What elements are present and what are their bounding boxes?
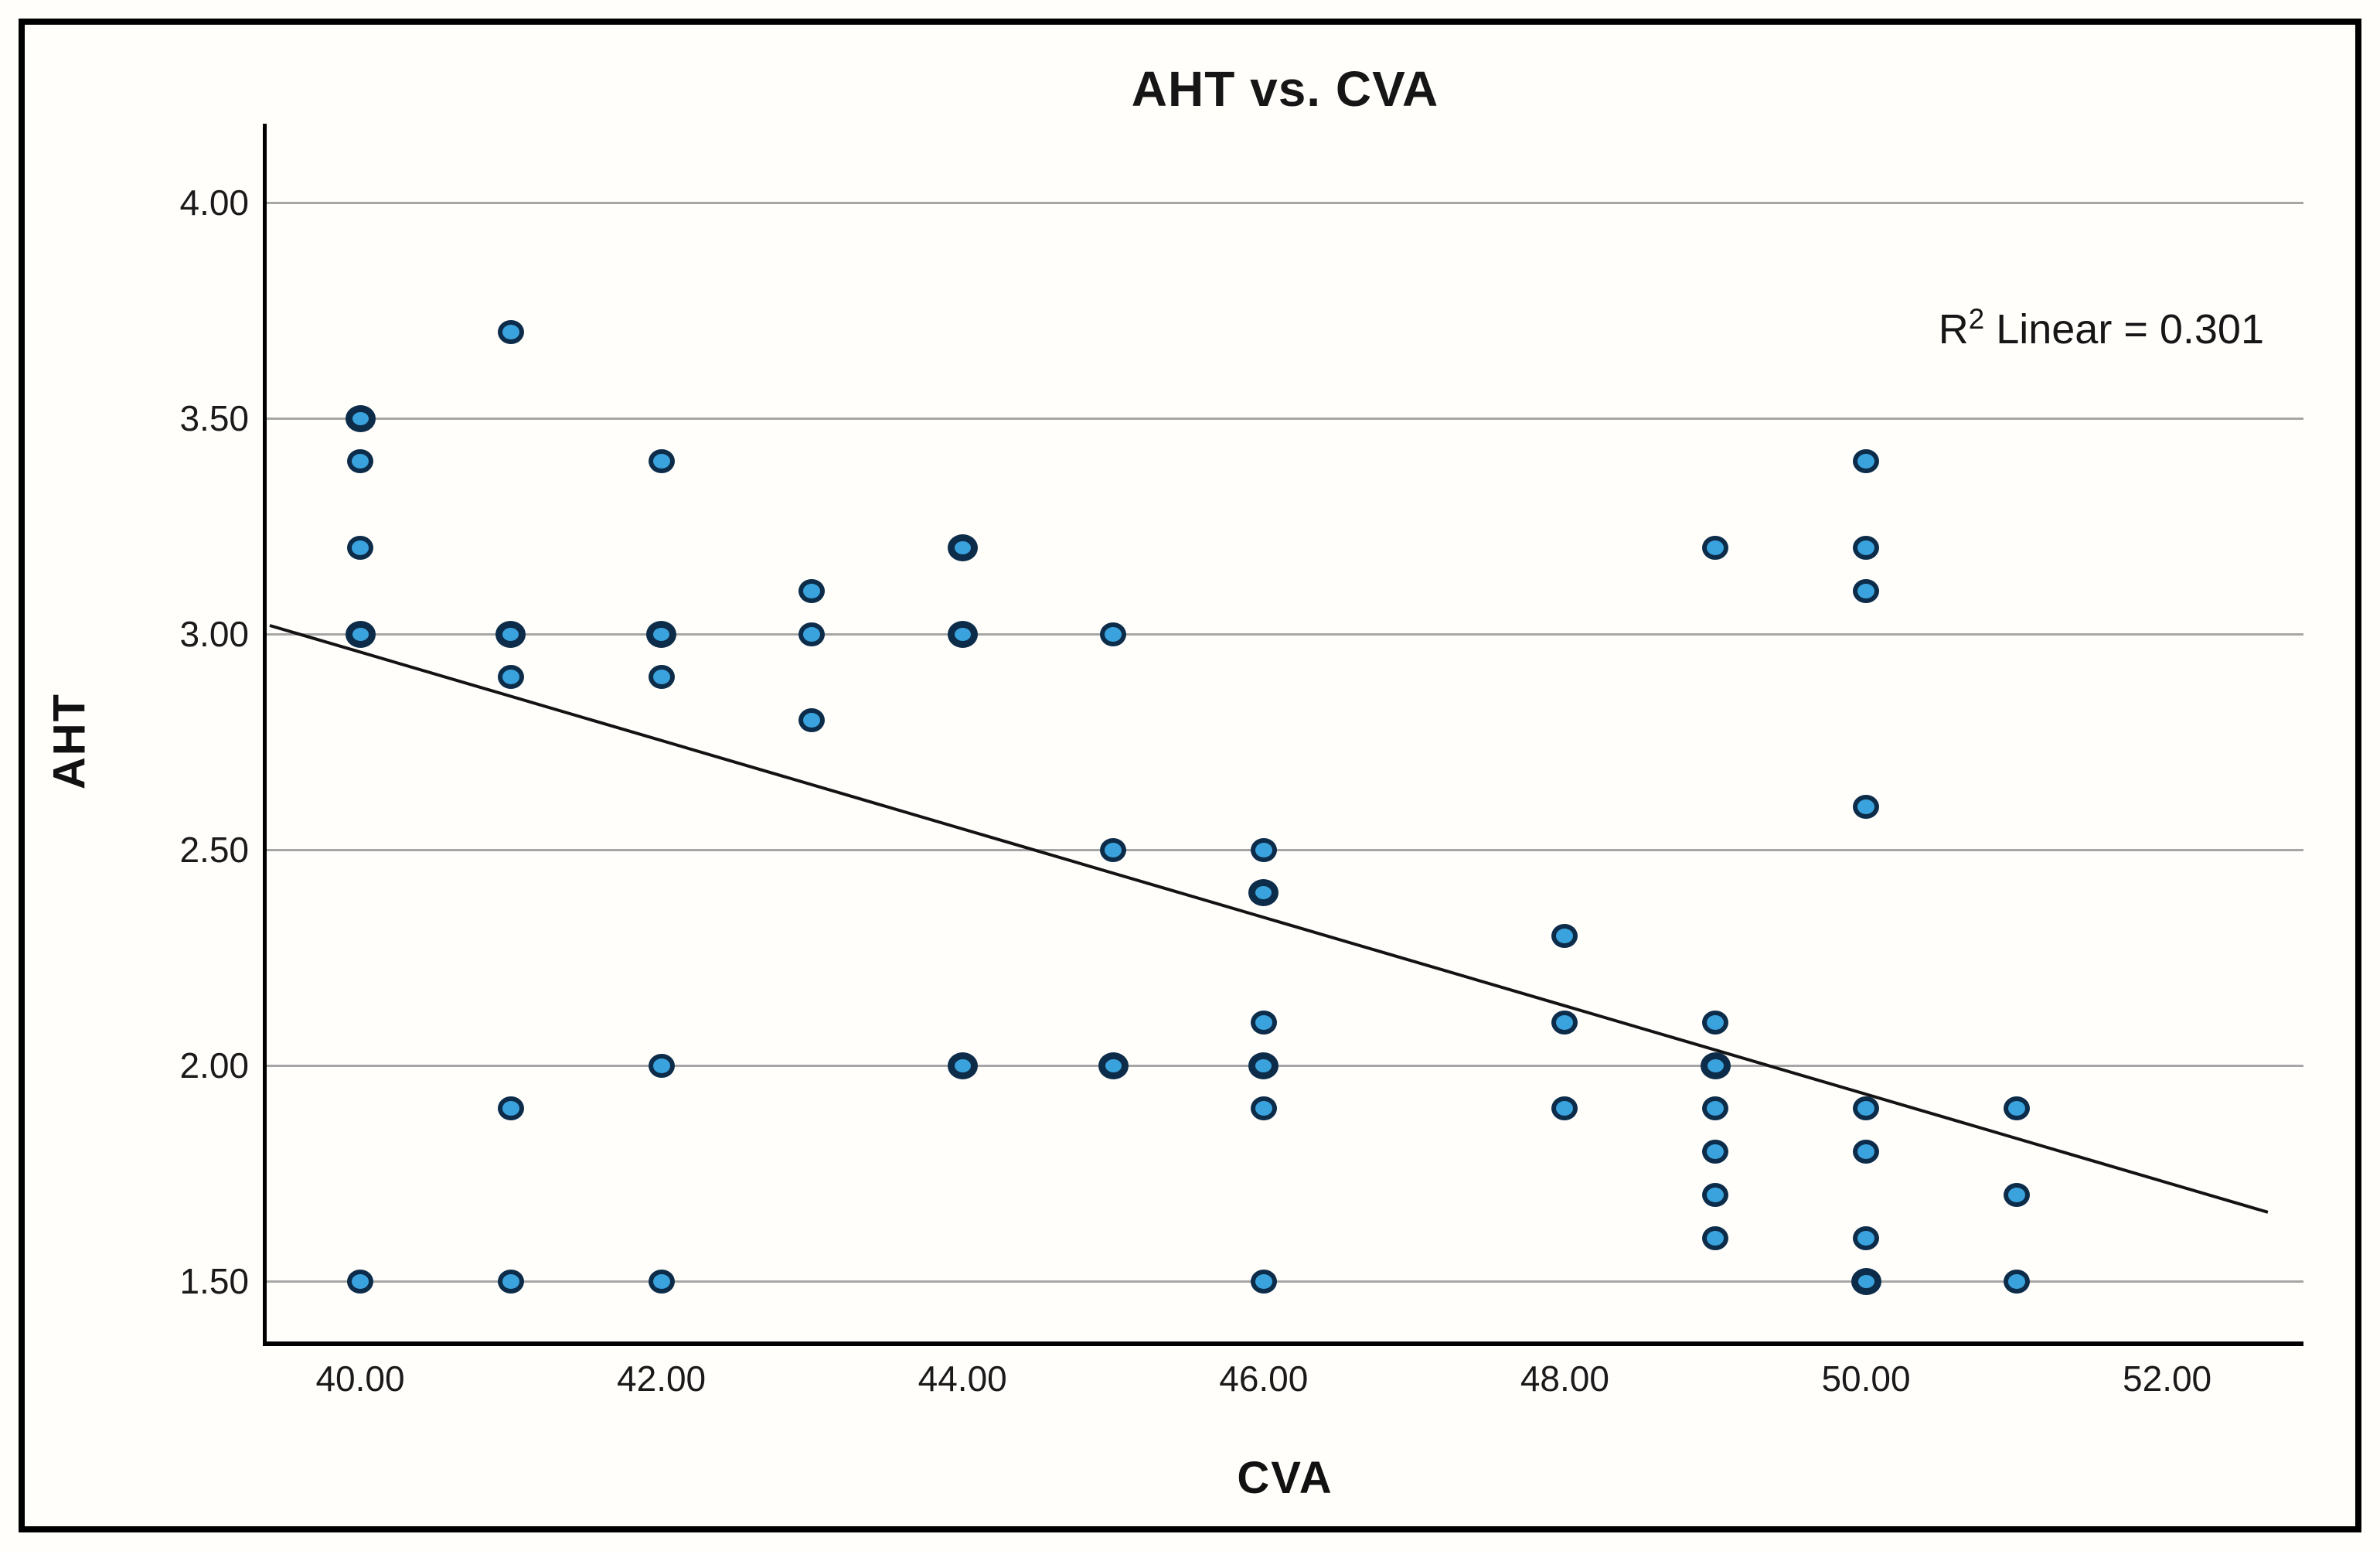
y-tick-label: 2.00 (179, 1045, 249, 1086)
data-point (1851, 1267, 1881, 1295)
regression-fit-line (269, 623, 2269, 1214)
data-point (347, 1269, 373, 1294)
data-point (1853, 1096, 1879, 1121)
data-point (1250, 1269, 1277, 1294)
data-point (2003, 1182, 2030, 1207)
y-tick-label: 2.50 (179, 830, 249, 870)
data-point (1702, 535, 1729, 560)
gridline (267, 202, 2303, 204)
plot-area (263, 124, 2303, 1346)
data-point (1551, 924, 1578, 949)
y-tick-label: 3.00 (179, 614, 249, 654)
data-point (1702, 1010, 1729, 1035)
data-point (347, 535, 373, 560)
data-point (1853, 1140, 1879, 1164)
data-point (1853, 449, 1879, 474)
data-point (1702, 1182, 1729, 1207)
data-point (1702, 1225, 1729, 1250)
y-axis-title: AHT (44, 692, 95, 790)
data-point (1100, 622, 1126, 646)
data-point (2003, 1096, 2030, 1121)
data-point (648, 1269, 675, 1294)
data-point (947, 533, 978, 561)
x-axis-line (263, 1341, 2303, 1346)
data-point (1250, 837, 1277, 862)
y-tick-label: 3.50 (179, 398, 249, 438)
data-point (798, 578, 826, 603)
data-point (347, 449, 373, 474)
data-point (648, 665, 675, 690)
data-point (497, 665, 524, 690)
data-point (1853, 1225, 1879, 1250)
x-tick-label: 52.00 (2123, 1358, 2212, 1399)
data-point (1098, 1052, 1129, 1079)
data-point (798, 708, 826, 733)
data-point (1853, 535, 1879, 560)
data-point (1250, 1010, 1277, 1035)
data-point (1700, 1052, 1731, 1079)
data-point (495, 620, 526, 648)
chart-title: AHT vs. CVA (1131, 61, 1439, 117)
y-tick-label: 4.00 (179, 182, 249, 223)
x-tick-label: 42.00 (617, 1358, 707, 1399)
figure-border (19, 19, 2361, 1532)
x-tick-label: 44.00 (918, 1358, 1007, 1399)
gridline (267, 1065, 2303, 1067)
data-point (497, 1096, 524, 1121)
data-point (1853, 578, 1879, 603)
data-point (1248, 879, 1279, 907)
gridline (267, 418, 2303, 420)
r-squared-annotation: R2 Linear = 0.301 (1939, 303, 2264, 353)
data-point (648, 449, 675, 474)
y-axis-line (263, 124, 267, 1346)
data-point (1100, 837, 1126, 862)
data-point (345, 404, 376, 432)
data-point (497, 1269, 524, 1294)
data-point (1551, 1096, 1578, 1121)
data-point (345, 620, 376, 648)
gridline (267, 849, 2303, 851)
data-point (947, 620, 978, 648)
r-squared-value-text: Linear = 0.301 (1984, 306, 2264, 353)
gridline (267, 1280, 2303, 1283)
data-point (646, 620, 677, 648)
data-point (1702, 1096, 1729, 1121)
x-axis-title: CVA (1237, 1453, 1333, 1503)
data-point (1702, 1140, 1729, 1164)
gridline (267, 633, 2303, 636)
data-point (1853, 794, 1879, 819)
x-tick-label: 40.00 (315, 1358, 405, 1399)
data-point (947, 1052, 978, 1079)
x-tick-label: 50.00 (1821, 1358, 1911, 1399)
data-point (798, 622, 826, 646)
r-squared-superscript: 2 (1968, 303, 1985, 335)
x-tick-label: 48.00 (1520, 1358, 1609, 1399)
x-tick-label: 46.00 (1219, 1358, 1309, 1399)
data-point (1248, 1052, 1279, 1079)
y-tick-label: 1.50 (179, 1261, 249, 1301)
data-point (1551, 1010, 1578, 1035)
data-point (497, 319, 524, 344)
data-point (2003, 1269, 2030, 1294)
data-point (1250, 1096, 1277, 1121)
data-point (648, 1053, 675, 1078)
r-squared-base: R (1938, 306, 1969, 353)
